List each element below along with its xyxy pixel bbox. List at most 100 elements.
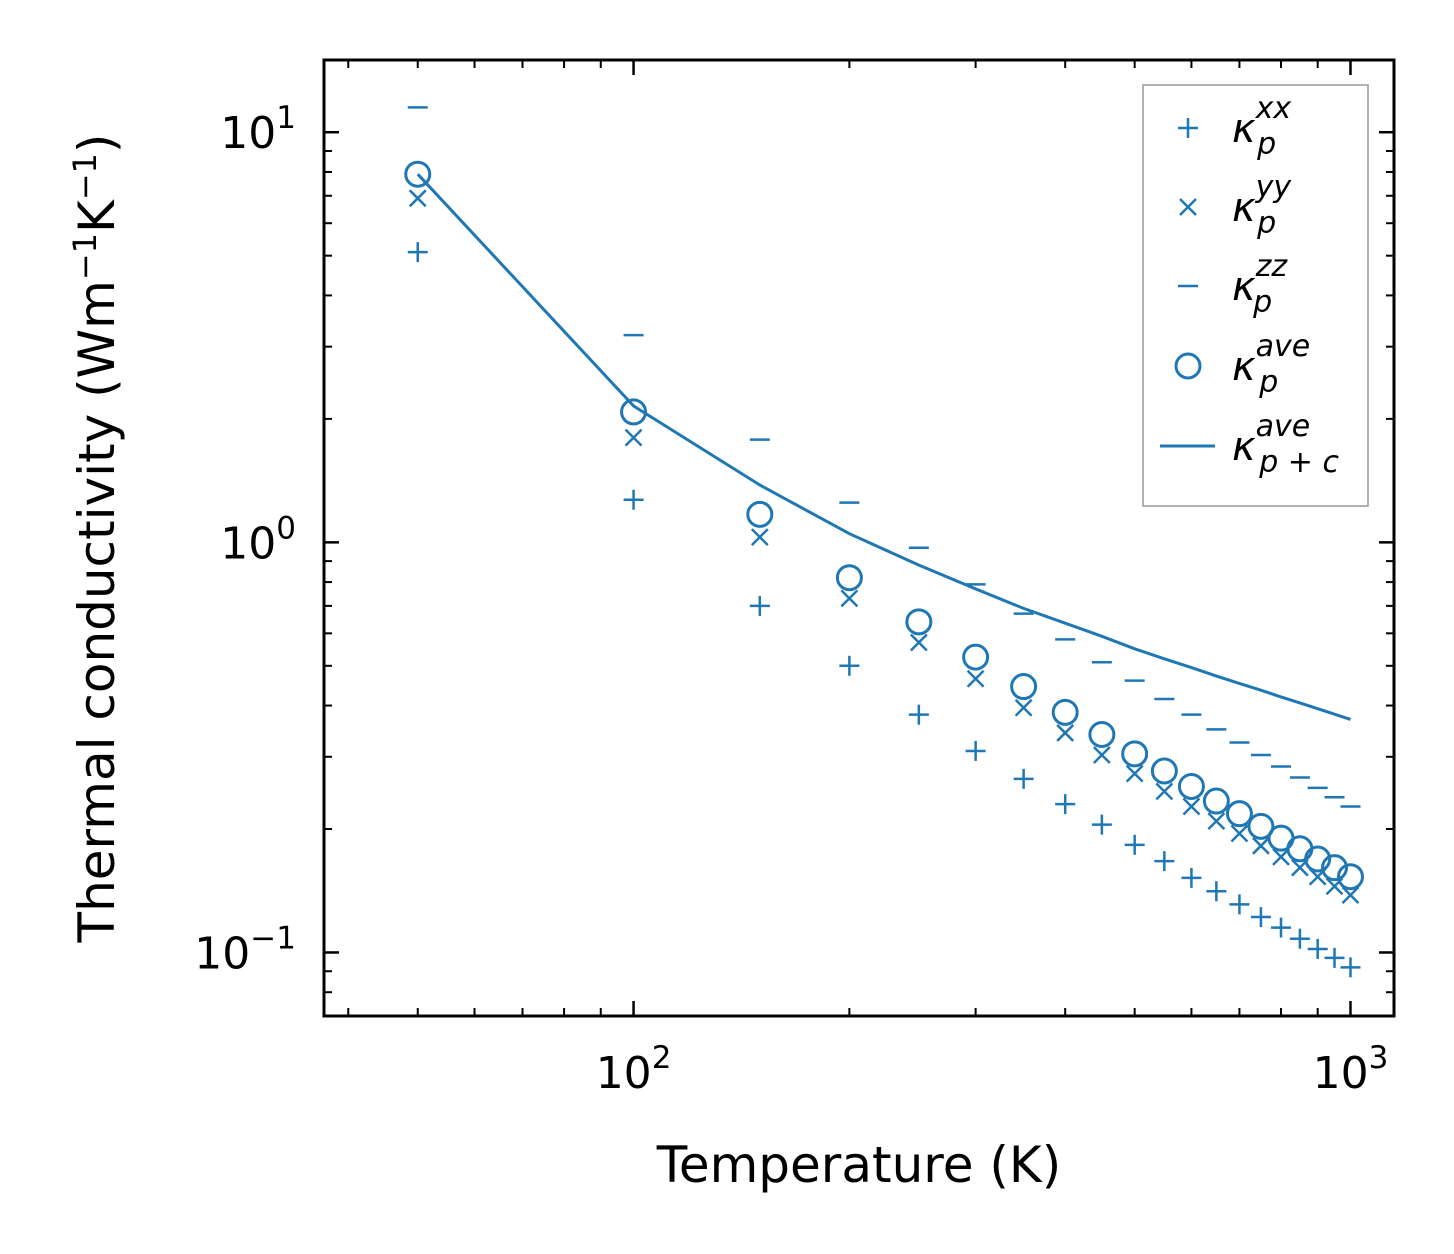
kxx-point <box>908 704 929 725</box>
x-axis-label: Temperature (K) <box>656 1136 1061 1194</box>
legend-superscript: yy <box>1255 170 1293 205</box>
y-axis-label-exp1: −1 <box>66 233 104 280</box>
legend-entry-kzz: κzz p <box>1178 249 1288 320</box>
kave-point <box>1321 854 1349 882</box>
kave-point <box>1336 863 1364 891</box>
series-kyy <box>408 189 1360 904</box>
y-tick-exponent: −1 <box>250 920 296 956</box>
kyy-point <box>840 589 859 608</box>
x-tick-base: 10 <box>1313 1048 1369 1099</box>
legend-entry-kave: κave p <box>1174 329 1310 400</box>
kyy-point <box>1125 764 1144 783</box>
legend-superscript: zz <box>1255 249 1289 284</box>
kyy-point <box>624 428 643 447</box>
kyy-point <box>1056 724 1075 742</box>
legend-superscript: xx <box>1255 91 1292 126</box>
kxx-point <box>1181 867 1202 888</box>
legend-entry-kpc: κave p + c <box>1160 409 1339 480</box>
y-tick-exponent: 0 <box>276 510 296 546</box>
legend-symbol: κ <box>1232 185 1256 231</box>
kave-point <box>1247 812 1275 840</box>
y-axis-label-unit: K <box>68 199 126 233</box>
y-tick-exponent: 1 <box>276 100 296 136</box>
kxx-point <box>1229 894 1250 915</box>
kave-point <box>1286 835 1314 863</box>
y-tick-base: 10 <box>194 928 250 979</box>
kave-point <box>1304 845 1332 873</box>
legend-handle-kxx <box>1178 118 1198 138</box>
series-kpc-line <box>416 173 1351 721</box>
kyy-point <box>1230 824 1249 843</box>
kave-point <box>1051 698 1079 726</box>
legend-subscript: p <box>1252 285 1272 320</box>
legend-handle-kyy <box>1179 198 1197 216</box>
y-tick-label: 101 <box>220 100 296 159</box>
legend-frame <box>1142 84 1369 507</box>
kxx-point <box>1124 834 1145 855</box>
kxx-point <box>965 740 986 761</box>
kxx-point <box>1324 947 1345 968</box>
kyy-point <box>750 528 769 546</box>
kyy-point <box>1207 812 1226 831</box>
y-axis-label-close: ) <box>68 134 126 154</box>
legend-label-kxx: κxx p <box>1232 91 1291 162</box>
plot-data <box>404 106 1364 978</box>
major-ticks <box>324 60 1394 1016</box>
y-axis-label-main: Thermal conductivity (Wm <box>68 280 126 943</box>
legend-subscript: p <box>1258 365 1278 400</box>
x-tick-exponent: 2 <box>652 1040 672 1076</box>
kyy-point <box>1014 698 1033 717</box>
legend-label-kpc: κave p + c <box>1232 409 1339 480</box>
plot-frame <box>322 58 1396 1018</box>
kxx-point <box>1091 814 1112 835</box>
kxx-point <box>1206 881 1227 902</box>
legend-label-kave: κave p <box>1232 329 1310 400</box>
kave-point <box>905 608 933 636</box>
x-tick-base: 10 <box>596 1048 652 1099</box>
kyy-point <box>1252 836 1270 855</box>
kave-point <box>1202 787 1230 815</box>
kyy-point <box>1341 886 1360 904</box>
x-tick-label: 103 <box>1313 1040 1389 1099</box>
series-kxx <box>407 242 1361 978</box>
kyy-point <box>1272 848 1290 866</box>
legend-entry-kyy: κyy p <box>1179 170 1292 241</box>
kave-point <box>1121 740 1149 768</box>
kave-point <box>962 643 990 671</box>
kxx-point <box>1154 851 1175 872</box>
legend-entry-kxx: κxx p <box>1178 91 1291 162</box>
kyy-point <box>1092 746 1111 764</box>
kave-point <box>835 564 863 592</box>
y-tick-base: 10 <box>220 518 276 569</box>
legend-subscript: p <box>1256 206 1276 241</box>
kave-point <box>404 160 432 188</box>
y-tick-label: 10−1 <box>194 920 296 979</box>
kyy-point <box>1182 797 1201 816</box>
legend-symbol: κ <box>1232 106 1256 152</box>
kave-point <box>1010 673 1038 701</box>
legend-label-kyy: κyy p <box>1232 170 1292 241</box>
kyy-point <box>1155 782 1174 801</box>
legend-subscript: p + c <box>1258 445 1339 480</box>
x-tick-exponent: 3 <box>1369 1040 1389 1076</box>
series-kzz <box>407 106 1361 808</box>
kxx-point <box>1013 768 1034 789</box>
x-tick-label: 102 <box>596 1040 672 1099</box>
kave-point <box>1088 720 1116 748</box>
kyy-point <box>909 633 928 652</box>
kxx-point <box>1055 794 1076 815</box>
kave-point <box>1225 800 1253 828</box>
kxx-point <box>749 595 770 616</box>
kyy-point <box>408 189 427 208</box>
legend-symbol: κ <box>1232 264 1256 310</box>
y-axis-label: Thermal conductivity (Wm−1K−1) <box>66 134 126 944</box>
series-kpc <box>416 173 1351 721</box>
legend-symbol: κ <box>1232 424 1256 470</box>
legend-handle-kave <box>1174 352 1202 380</box>
y-tick-label: 100 <box>220 510 296 569</box>
kave-point <box>746 500 774 528</box>
kxx-point <box>1289 928 1310 949</box>
